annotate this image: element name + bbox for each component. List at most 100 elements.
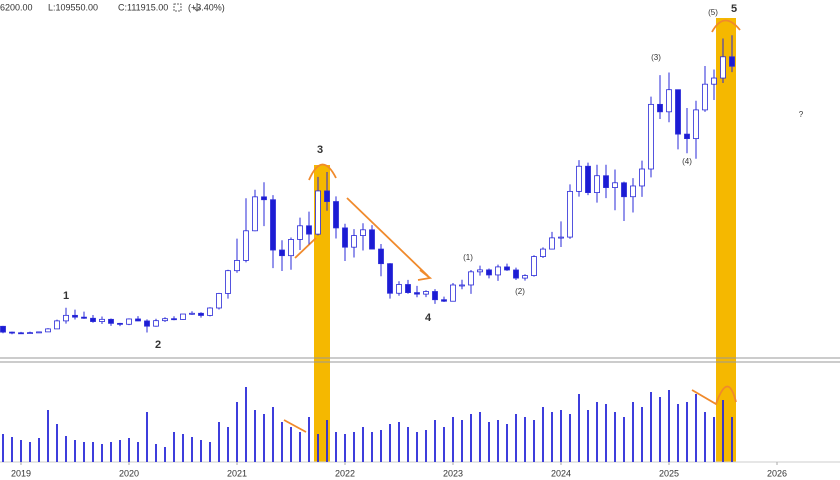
candle-body [396,284,402,294]
volume-bar [254,410,256,462]
annotations: 1 2 3 4 5 (1) (2) (3) (4) (5)? [63,3,804,351]
volume-bar [668,390,670,462]
candle-body [486,269,492,276]
candle-body [297,225,303,240]
candle-body [279,249,285,257]
volume-bar [128,438,130,462]
candle-body [576,165,582,192]
candle-body [234,260,240,272]
candle-body [306,225,312,235]
candle-body [180,313,186,320]
candle-body [684,133,690,140]
x-tick-label: 2021 [227,468,247,478]
x-tick-label: 2025 [659,468,679,478]
candle-body [369,229,375,250]
candle-body [630,185,636,198]
volume-bar [317,434,319,462]
ohlc-header: 6200.00 L:109550.00 C:111915.00 (+3.40%) [0,2,225,12]
volume-bar [290,427,292,462]
candle-body [594,175,600,194]
candle-body [567,190,573,238]
candle-body [720,56,726,79]
volume-bar [137,442,139,462]
volume-bar [11,437,13,462]
candle-body [117,322,123,325]
x-tick-label: 2024 [551,468,571,478]
volume-bar [38,438,40,462]
volume-bar [551,412,553,462]
volume-bar [92,442,94,462]
highlight-band [716,18,736,462]
volume-bar [641,407,643,462]
volume-bar [452,417,454,462]
candle-body [468,271,474,286]
volume-bar [695,394,697,462]
candle-body [261,196,267,201]
volume-bar [83,442,85,462]
volume-bar [146,412,148,462]
x-tick-label: 2022 [335,468,355,478]
volume-bar [623,417,625,462]
volume-bar [236,402,238,462]
volume-bar [713,417,715,462]
candle-body [585,165,591,194]
candle-body [450,284,456,302]
candle-body [153,320,159,327]
candle-body [324,190,330,202]
candle-body [171,318,177,321]
wave-label: 3 [317,144,323,156]
volume-bar [227,427,229,462]
candle-body [522,275,528,279]
volume-bar [209,442,211,462]
volume-bar [443,427,445,462]
volume-bar [326,420,328,462]
candle-body [441,299,447,302]
candle-body [432,291,438,301]
wave-label: 2 [155,339,161,351]
candle-body [504,266,510,271]
candle-body [531,256,537,276]
wave-label: (4) [682,157,692,166]
volume-bar [353,432,355,462]
candle-body [675,89,681,135]
candle-body [135,318,141,322]
candle-body [315,190,321,235]
candle-body [54,320,60,330]
wave-label: ? [799,110,804,119]
candle-body [702,83,708,111]
volume-bar [101,444,103,462]
candle-body [603,175,609,188]
volume-bar [434,420,436,462]
candle-body [711,77,717,85]
toolbar-icon[interactable] [173,3,182,12]
volume-bar [29,442,31,462]
volume-bar [659,397,661,462]
candle-body [621,182,627,198]
volume-bar [632,402,634,462]
candle-body [693,109,699,140]
volume-bar [74,440,76,462]
volume-bar [245,387,247,462]
candle-body [351,235,357,248]
volume-trend [283,419,307,433]
volume-bar [398,422,400,462]
volume-bar [164,447,166,462]
volume-bar [416,432,418,462]
x-tick-label: 2019 [11,468,31,478]
candle-body [657,103,663,113]
volume-trend [691,385,737,406]
candle-body [414,292,420,295]
candle-body [333,201,339,229]
header-text: (+3.40%) [188,2,225,12]
volume-bar [596,402,598,462]
candle-body [360,229,366,236]
candle-body [648,103,654,170]
volume-bar [371,432,373,462]
candle-body [513,269,519,279]
arrow-head [417,269,433,281]
toolbar-icon[interactable] [193,3,201,12]
volume-bar [605,404,607,462]
volume-bar [389,424,391,462]
candle-body [387,263,393,294]
